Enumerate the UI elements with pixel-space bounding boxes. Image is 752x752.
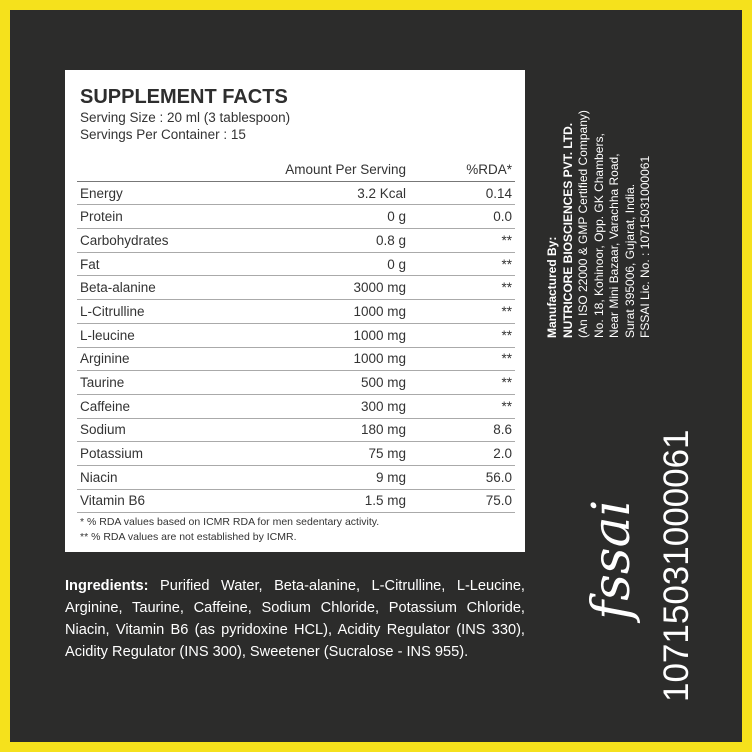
amount: 0 g xyxy=(253,204,409,230)
ingredients-label: Ingredients: xyxy=(65,578,149,594)
nutrient: Niacin xyxy=(77,465,253,490)
amount: 1000 mg xyxy=(253,299,409,324)
rda: ** xyxy=(409,323,515,348)
fssai-logo-text: fssai xyxy=(582,499,642,620)
nutrition-table: Amount Per Serving %RDA* Energy 3.2 Kcal 0.… xyxy=(77,158,515,514)
table-row: Vitamin B6 1.5 mg 75.0 xyxy=(77,489,515,514)
nutrient: Arginine xyxy=(77,347,253,372)
amount: 1000 mg xyxy=(253,347,409,372)
address-line: Near Mini Bazaar, Varachha Road, xyxy=(607,153,621,338)
rda: ** xyxy=(409,347,515,372)
footnote: * % RDA values based on ICMR RDA for men… xyxy=(80,516,380,528)
nutrient: L-leucine xyxy=(77,323,253,348)
nutrient: Carbohydrates xyxy=(77,228,253,253)
table-row: Protein 0 g 0.0 xyxy=(77,204,515,230)
rda: ** xyxy=(409,275,515,301)
table-row: L-leucine 1000 mg ** xyxy=(77,323,515,348)
nutrient: Potassium xyxy=(77,441,253,466)
nutrient: Sodium xyxy=(77,418,253,443)
company-name: NUTRICORE BIOSCIENCES PVT. LTD. xyxy=(560,122,575,338)
amount: 0.8 g xyxy=(253,228,409,253)
table-row: Sodium 180 mg 8.6 xyxy=(77,418,515,443)
rda: 2.0 xyxy=(409,441,515,466)
nutrient: Vitamin B6 xyxy=(77,489,253,514)
amount: 300 mg xyxy=(253,394,409,419)
nutrient: Fat xyxy=(77,252,253,277)
column-header: %RDA* xyxy=(409,158,515,182)
rda: 8.6 xyxy=(409,418,515,443)
ingredients: Ingredients: Purified Water, Beta-alanin… xyxy=(65,575,525,663)
table-row: Beta-alanine 3000 mg ** xyxy=(77,275,515,301)
ingredients-text: Purified Water, Beta-alanine, L-Citrulli… xyxy=(65,578,525,660)
manufacturer: Manufactured By: NUTRICORE BIOSCIENCES P… xyxy=(545,63,655,338)
table-row: Carbohydrates 0.8 g ** xyxy=(77,228,515,253)
nutrient: L-Citrulline xyxy=(77,299,253,324)
nutrient: Taurine xyxy=(77,370,253,395)
rda: 75.0 xyxy=(409,489,515,514)
amount: 3.2 Kcal xyxy=(253,181,409,206)
address-line: No. 18, Kohinoor, Opp. GK Chambers, xyxy=(591,133,606,338)
license-number: 10715031000061 xyxy=(657,429,696,702)
rda: ** xyxy=(409,299,515,324)
amount: 500 mg xyxy=(253,370,409,395)
amount: 9 mg xyxy=(253,465,409,490)
fssai-logo: fssai xyxy=(582,499,645,620)
rda: 56.0 xyxy=(409,465,515,490)
amount: 3000 mg xyxy=(253,275,409,301)
supplement-facts: SUPPLEMENT FACTS Serving Size : 20 ml (3… xyxy=(65,70,525,552)
table-row: Arginine 1000 mg ** xyxy=(77,347,515,372)
rda: ** xyxy=(409,370,515,395)
rda: 0.14 xyxy=(409,181,515,206)
column-header: Amount Per Serving xyxy=(253,158,409,182)
rda: ** xyxy=(409,394,515,419)
address-line: FSSAI Lic. No. : 10715031000061 xyxy=(638,155,652,338)
manufacturer-heading: Manufactured By: xyxy=(545,236,559,338)
amount: 1.5 mg xyxy=(253,489,409,514)
amount: 180 mg xyxy=(253,418,409,443)
nutrient: Energy xyxy=(77,181,253,206)
servings-per-container: Servings Per Container : 15 xyxy=(80,127,246,142)
rda: ** xyxy=(409,252,515,277)
address-line: Surat 395006, Gujarat, India. xyxy=(622,183,637,338)
table-row: Potassium 75 mg 2.0 xyxy=(77,441,515,466)
footnote: ** % RDA values are not established by I… xyxy=(80,531,297,543)
serving-size: Serving Size : 20 ml (3 tablespoon) xyxy=(80,110,291,125)
nutrient: Beta-alanine xyxy=(77,275,253,301)
rda: 0.0 xyxy=(409,204,515,230)
amount: 1000 mg xyxy=(253,323,409,348)
nutrient: Protein xyxy=(77,204,253,230)
table-row: Taurine 500 mg ** xyxy=(77,370,515,395)
amount: 75 mg xyxy=(253,441,409,466)
nutrient: Caffeine xyxy=(77,394,253,419)
table-row: L-Citrulline 1000 mg ** xyxy=(77,299,515,324)
table-row: Fat 0 g ** xyxy=(77,252,515,277)
rda: ** xyxy=(409,228,515,253)
title: SUPPLEMENT FACTS xyxy=(80,86,288,108)
table-row: Energy 3.2 Kcal 0.14 xyxy=(77,181,515,206)
address-line: (An ISO 22000 & GMP Certified Company) xyxy=(576,110,590,338)
table-row: Caffeine 300 mg ** xyxy=(77,394,515,419)
amount: 0 g xyxy=(253,252,409,277)
table-row: Niacin 9 mg 56.0 xyxy=(77,465,515,490)
